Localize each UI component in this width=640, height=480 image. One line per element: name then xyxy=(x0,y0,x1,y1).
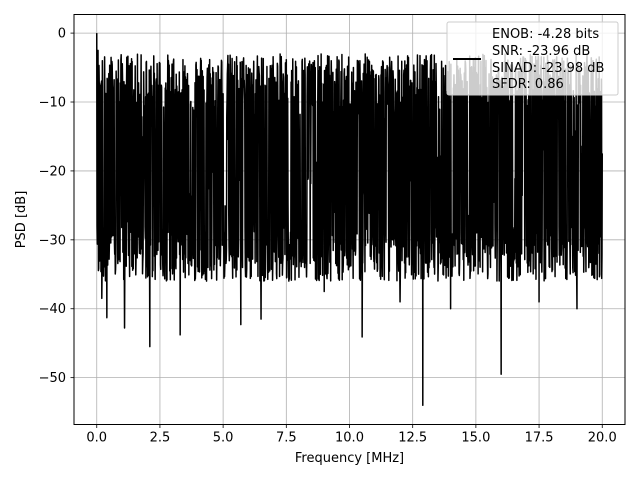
legend-text-line-3: SINAD: -23.98 dB xyxy=(492,61,604,76)
psd-series-line xyxy=(96,33,603,406)
x-tick-label: 0.0 xyxy=(86,431,107,446)
x-tick-label: 7.5 xyxy=(276,431,297,446)
series-group xyxy=(96,33,603,406)
legend-text-line-2: SNR: -23.96 dB xyxy=(492,44,590,59)
x-tick-label: 17.5 xyxy=(525,431,554,446)
y-tick-label: −40 xyxy=(39,302,66,317)
y-tick-label: 0 xyxy=(58,27,66,42)
legend-text-line-4: SFDR: 0.86 xyxy=(492,77,564,92)
x-tick-label: 5.0 xyxy=(213,431,234,446)
y-tick-label: −30 xyxy=(39,233,66,248)
x-axis-label: Frequency [MHz] xyxy=(295,451,404,466)
y-tick-label: −50 xyxy=(39,371,66,386)
y-tick-label: −10 xyxy=(39,96,66,111)
legend-text-line-1: ENOB: -4.28 bits xyxy=(492,27,599,42)
y-axis-label: PSD [dB] xyxy=(14,191,29,249)
x-tick-label: 2.5 xyxy=(150,431,171,446)
y-ticks: 0 −10 −20 −30 −40 −50 xyxy=(39,27,74,386)
x-tick-label: 20.0 xyxy=(588,431,617,446)
x-tick-label: 10.0 xyxy=(335,431,364,446)
y-tick-label: −20 xyxy=(39,164,66,179)
legend: ENOB: -4.28 bits SNR: -23.96 dB SINAD: -… xyxy=(446,21,619,96)
x-tick-label: 15.0 xyxy=(461,431,490,446)
x-ticks: 0.0 2.5 5.0 7.5 10.0 12.5 15.0 17.5 20.0 xyxy=(86,424,617,446)
legend-box xyxy=(446,21,619,96)
x-tick-label: 12.5 xyxy=(398,431,427,446)
